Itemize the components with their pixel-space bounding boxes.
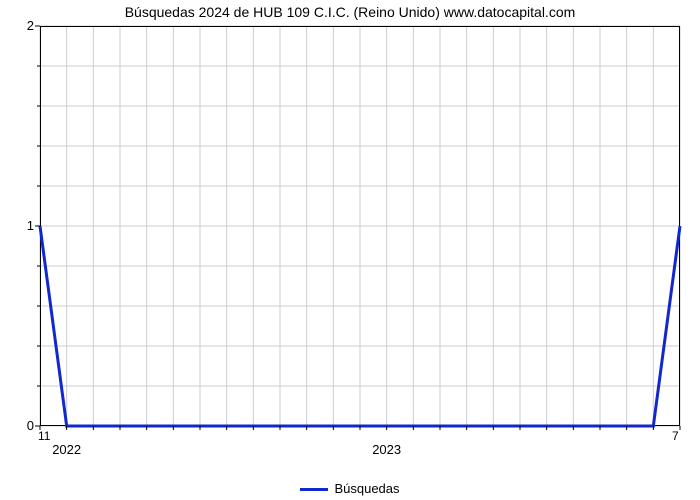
x-tick-label: 2023 (367, 442, 407, 457)
legend: Búsquedas (0, 481, 700, 496)
plot-area (34, 26, 680, 432)
y-tick-label: 2 (16, 18, 34, 33)
legend-label: Búsquedas (334, 481, 399, 496)
chart-title: Búsquedas 2024 de HUB 109 C.I.C. (Reino … (0, 4, 700, 20)
chart-container: Búsquedas 2024 de HUB 109 C.I.C. (Reino … (0, 0, 700, 500)
corner-label-left: 11 (38, 429, 50, 443)
y-tick-label: 0 (16, 418, 34, 433)
y-tick-label: 1 (16, 218, 34, 233)
corner-label-right: 7 (672, 429, 679, 443)
x-tick-label: 2022 (47, 442, 87, 457)
legend-swatch (300, 488, 328, 491)
